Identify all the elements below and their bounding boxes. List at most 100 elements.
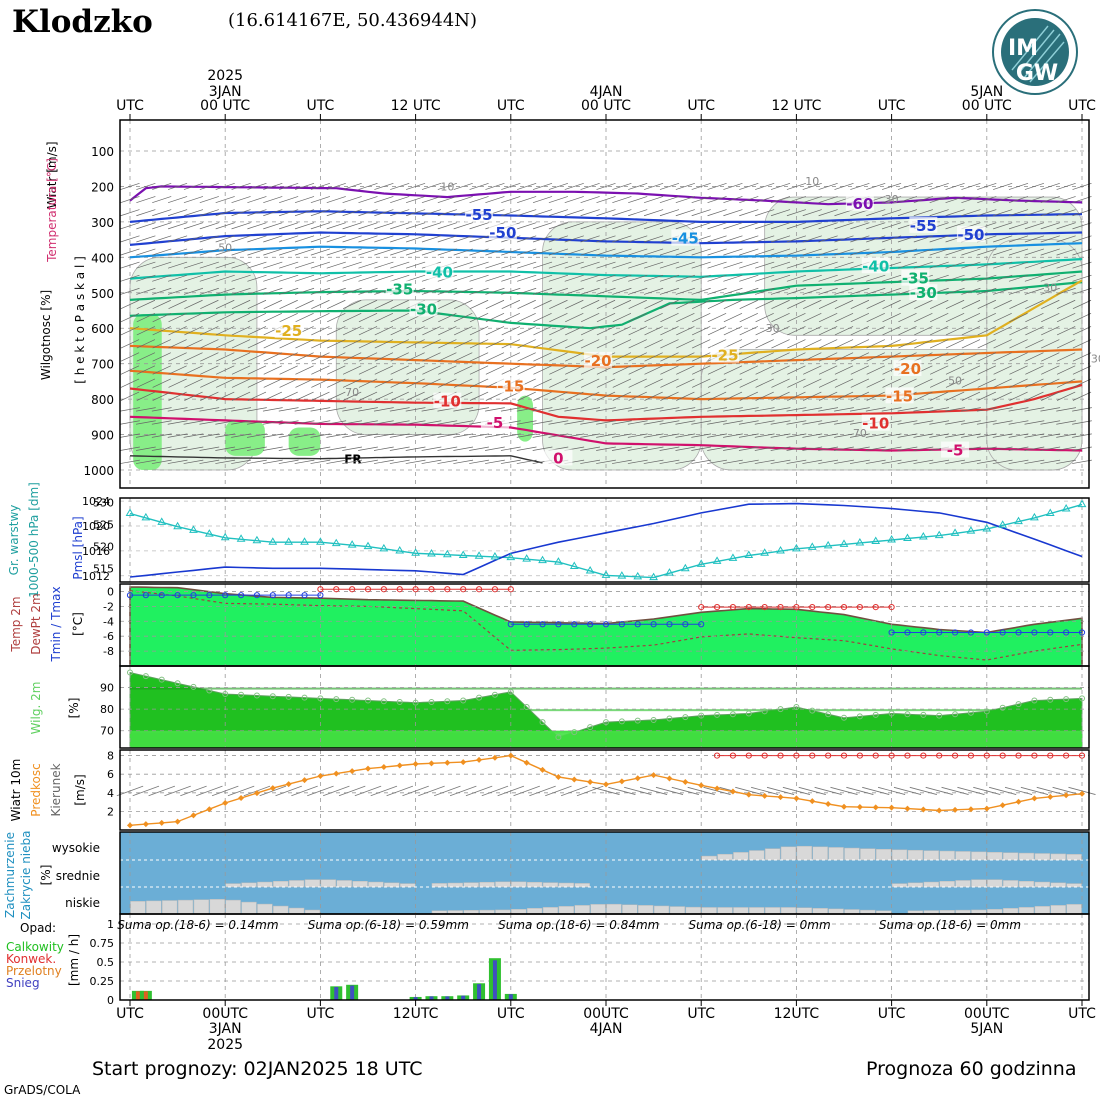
wind-barb [342, 391, 362, 401]
wind-barb [421, 183, 442, 190]
isotherm-label-bg [901, 269, 930, 286]
thickness-marker [760, 548, 770, 556]
humidity-area [542, 221, 702, 471]
wind-barb [294, 196, 315, 203]
wind-direction-barb [402, 785, 429, 797]
wind-barb [802, 274, 822, 282]
wind-barb [755, 235, 775, 243]
wind-barb [770, 446, 791, 451]
wind-speed-marker [333, 770, 340, 777]
wind-barb [295, 365, 314, 375]
isotherm-label: 0 [553, 449, 563, 467]
wind-barb [818, 459, 839, 464]
wind-barb [326, 433, 347, 438]
isotherm-line [129, 185, 1083, 206]
wind-barb [1024, 407, 1045, 412]
wind-barb [183, 222, 204, 230]
wind-barb [532, 433, 553, 438]
top-time-label: 00 UTC [200, 98, 250, 114]
humidity-marker [396, 698, 403, 705]
wind-barb [676, 313, 695, 323]
wind-barb [533, 365, 552, 375]
wind-direction-barb [513, 785, 540, 797]
wind-barb [549, 326, 568, 336]
wind-barb [231, 326, 251, 336]
wind-barb [326, 261, 346, 269]
wind-barb [310, 248, 331, 256]
wind-direction-barb [671, 786, 699, 795]
wind-barb [247, 391, 267, 401]
wind-barb [500, 407, 521, 412]
humidity-marker [682, 714, 689, 721]
wind-barb [358, 326, 378, 336]
cloud-gap-bar [796, 907, 813, 915]
wind-barb [120, 391, 140, 401]
cloud-gap-bar [368, 881, 384, 888]
wind-barb [326, 407, 347, 412]
cloud-gap-bar [923, 850, 939, 861]
wind-barb [168, 326, 187, 336]
wind-barb [898, 326, 917, 336]
wind-barb [167, 287, 188, 295]
label-temp2m: Temp 2m [9, 596, 23, 652]
temp-tick-label: -4 [103, 615, 114, 628]
wind-barb [390, 196, 410, 203]
precip-type-bar [413, 997, 418, 1000]
wind-speed-marker [698, 782, 705, 789]
wind-barb [643, 446, 664, 451]
wind-barb [707, 299, 727, 310]
wind-barb [389, 420, 410, 425]
wind-barb [1056, 326, 1076, 336]
tmax-marker [777, 604, 784, 611]
wind-barb [802, 407, 823, 412]
humidity-contour-label: 30 [766, 322, 780, 335]
wind-direction-barb [973, 786, 1001, 795]
wind-barb [405, 446, 426, 451]
pressure-tick-label: 600 [91, 322, 114, 336]
wind-barb [136, 391, 156, 401]
top-time-label: 12 UTC [391, 98, 441, 114]
wind-barb [1040, 274, 1060, 282]
wind-barb [327, 391, 346, 401]
wind-barb [580, 420, 601, 425]
wind-barb [231, 433, 251, 438]
wind-barb [1008, 196, 1029, 203]
isotherm-line [129, 455, 543, 464]
wind-barb [136, 299, 156, 310]
wind-barb [723, 420, 743, 425]
wind-barb [913, 420, 934, 425]
wind-barb [770, 274, 791, 282]
wind-barb [1008, 446, 1029, 451]
wind-direction-barb [592, 786, 620, 795]
cloud-gap-bar [939, 850, 955, 861]
wind-barb [803, 313, 822, 323]
wind-barb [437, 287, 457, 295]
cloud-gap-bar [1066, 883, 1082, 888]
wind-barb [342, 299, 362, 310]
wind-direction-barb [338, 785, 366, 797]
wind-barb [422, 378, 441, 388]
wind-barb [327, 378, 346, 388]
humidity-marker [888, 710, 895, 717]
humidity-marker [142, 673, 149, 680]
wind-barb [231, 209, 251, 217]
cloud-gap-bar [860, 848, 876, 861]
wind-barb [183, 407, 204, 412]
wind-barb [643, 261, 664, 269]
wind-barb [755, 183, 775, 190]
wind-barb [200, 299, 219, 310]
wind-direction-barb [481, 785, 509, 797]
wind-barb [628, 248, 648, 256]
cloud-gap-bar [701, 855, 717, 861]
wind-barb [120, 274, 140, 282]
wind-direction-barb [196, 785, 223, 797]
wind-barb [405, 196, 426, 203]
wind-barb [1040, 446, 1061, 451]
wind-barb [342, 235, 362, 243]
wind-barb [532, 248, 553, 256]
isotherm-label-bg [845, 194, 874, 211]
cloud-gap-bar [971, 851, 987, 861]
cloud-gap-bar [257, 903, 273, 915]
wind-barb [136, 326, 156, 336]
label-temp-unit: [°C] [71, 612, 85, 636]
